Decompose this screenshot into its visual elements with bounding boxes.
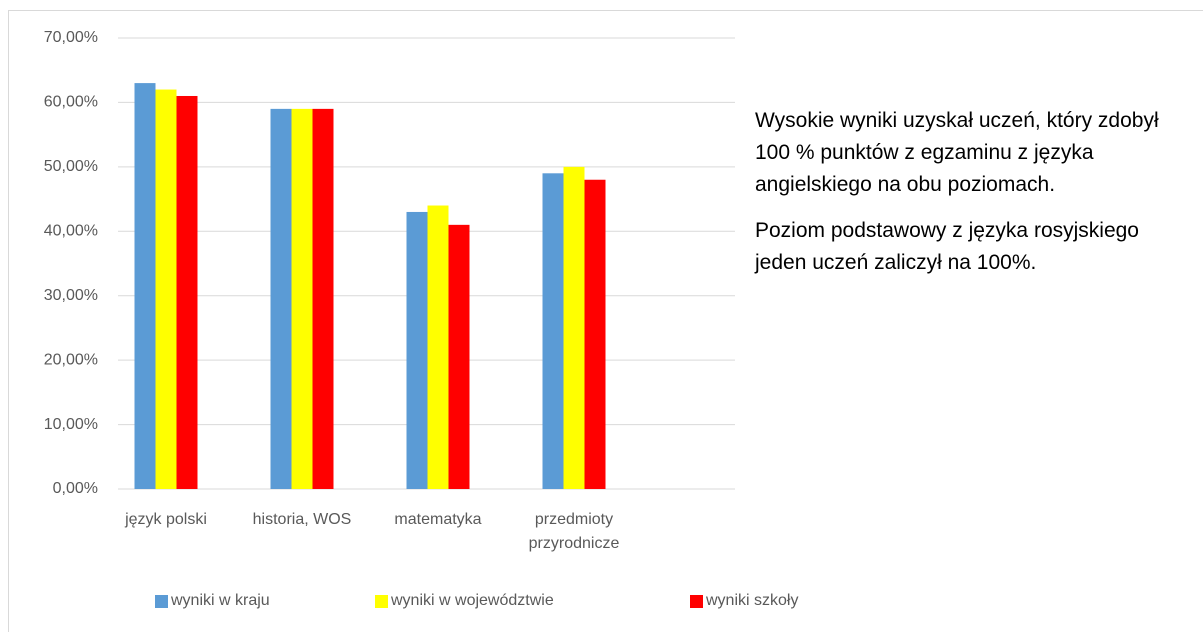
note: Poziom podstawowy z języka rosyjskiego j…: [755, 219, 1139, 274]
bar: [584, 179, 606, 489]
y-tick-label: 40,00%: [44, 223, 98, 240]
bar: [155, 89, 177, 490]
y-tick-label: 0,00%: [53, 480, 98, 497]
x-tick-label: matematyka: [394, 511, 482, 528]
bar: [312, 108, 334, 489]
bar: [542, 173, 564, 490]
legend-swatch: [690, 594, 703, 608]
notes: Wysokie wyniki uzyskał uczeń, który zdob…: [755, 105, 1165, 293]
legend-label: wyniki w kraju: [171, 592, 270, 609]
x-tick-label: przedmioty przyrodnicze: [528, 511, 620, 552]
bar: [270, 108, 292, 489]
bar: [563, 166, 585, 489]
bar: [134, 83, 156, 489]
y-tick-label: 70,00%: [44, 29, 98, 46]
y-tick-label: 30,00%: [44, 287, 98, 304]
bar: [176, 95, 198, 489]
y-tick-label: 10,00%: [44, 416, 98, 433]
x-tick-label: język polski: [125, 511, 207, 528]
x-tick-label: historia, WOS: [252, 511, 352, 528]
legend-label: wyniki w województwie: [391, 592, 554, 609]
bar: [406, 211, 428, 489]
bar: [427, 205, 449, 489]
legend-swatch: [375, 594, 388, 608]
note: Wysokie wyniki uzyskał uczeń, który zdob…: [755, 109, 1159, 196]
legend-swatch: [155, 594, 168, 608]
y-tick-label: 20,00%: [44, 351, 98, 368]
bar: [291, 108, 313, 489]
legend-label: wyniki szkoły: [706, 592, 799, 609]
bar: [448, 224, 470, 490]
chart-frame: [8, 10, 1203, 632]
y-tick-label: 60,00%: [44, 94, 98, 111]
legend-item: wyniki szkoły: [690, 592, 798, 610]
legend-item: wyniki w województwie: [375, 592, 554, 610]
legend-item: wyniki w kraju: [155, 592, 270, 610]
y-tick-label: 50,00%: [44, 158, 98, 175]
